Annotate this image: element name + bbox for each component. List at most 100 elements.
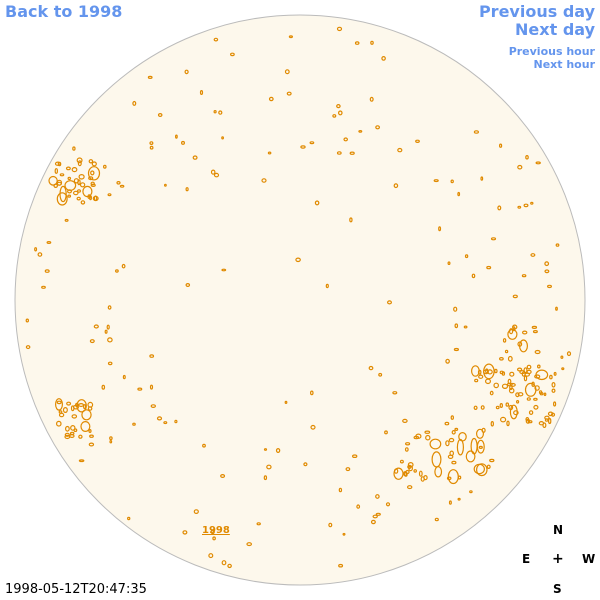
contour-mark (156, 416, 163, 421)
contour-mark (538, 421, 545, 426)
contour-mark (407, 462, 414, 468)
contour-mark (309, 141, 315, 145)
contour-mark (66, 401, 72, 406)
contour-mark (508, 387, 515, 394)
contour-mark (163, 183, 167, 187)
contour-mark (67, 176, 72, 181)
contour-mark (381, 56, 386, 61)
contour-mark (56, 192, 68, 206)
compass-west: W (582, 552, 596, 566)
contour-mark (450, 179, 454, 184)
contour-mark (79, 182, 86, 188)
contour-mark (448, 500, 452, 505)
contour-mark (372, 514, 378, 519)
contour-mark (519, 370, 526, 375)
contour-mark (402, 418, 408, 423)
contour-mark (338, 563, 344, 568)
contour-mark (509, 328, 514, 335)
year-link[interactable]: 1998 (202, 525, 230, 536)
contour-mark (46, 241, 52, 245)
contour-mark (116, 181, 121, 185)
contour-mark (90, 170, 95, 176)
contour-mark (76, 157, 83, 164)
contour-mark (345, 467, 351, 472)
contour-mark (504, 349, 509, 354)
contour-mark (505, 402, 510, 407)
contour-mark (77, 179, 81, 186)
contour-mark (555, 243, 560, 247)
contour-mark (157, 112, 163, 117)
contour-mark (174, 419, 178, 424)
contour-mark (71, 167, 78, 173)
contour-mark (517, 164, 523, 170)
contour-mark (25, 345, 31, 350)
contour-mark (122, 374, 126, 380)
previous-hour-link[interactable]: Previous hour (508, 45, 595, 58)
contour-mark (471, 365, 480, 377)
contour-mark (524, 382, 537, 397)
contour-mark (523, 203, 529, 208)
contour-mark (375, 125, 381, 130)
previous-day-link[interactable]: Previous day (478, 2, 595, 21)
contour-mark (534, 385, 540, 391)
contour-mark (450, 415, 454, 420)
contour-mark (132, 422, 136, 426)
contour-mark (525, 418, 531, 424)
contour-mark (533, 404, 539, 410)
contour-mark (566, 351, 572, 357)
contour-mark (531, 325, 538, 329)
contour-mark (509, 371, 515, 377)
contour-mark (328, 522, 333, 528)
contour-mark (418, 470, 423, 477)
contour-mark (356, 504, 361, 509)
contour-mark (132, 100, 137, 106)
contour-mark (126, 516, 131, 521)
contour-mark (77, 160, 82, 167)
contour-mark (499, 403, 503, 409)
contour-mark (44, 269, 50, 273)
contour-mark (534, 374, 541, 379)
contour-mark (358, 129, 363, 133)
contour-mark (104, 329, 108, 334)
next-hour-link[interactable]: Next hour (533, 58, 596, 71)
contour-mark (25, 318, 29, 323)
contour-mark (561, 367, 565, 371)
contour-mark (506, 382, 513, 387)
contour-mark (489, 458, 495, 463)
contour-mark (522, 330, 528, 335)
next-day-link[interactable]: Next day (515, 20, 595, 39)
contour-mark (87, 194, 92, 200)
contour-mark (544, 269, 550, 274)
contour-mark (534, 349, 541, 355)
contour-mark (199, 89, 204, 95)
contour-mark (454, 323, 459, 329)
contour-mark (182, 530, 188, 535)
back-to-year-link[interactable]: Back to 1998 (5, 2, 123, 21)
contour-mark (107, 337, 113, 343)
contour-mark (332, 114, 337, 118)
contour-mark (532, 330, 538, 334)
contour-mark (349, 217, 353, 223)
contour-mark (370, 519, 376, 525)
contour-mark (80, 421, 91, 433)
contour-mark (526, 369, 532, 375)
contour-mark (464, 254, 469, 259)
contour-mark (87, 166, 101, 181)
contour-mark (336, 151, 342, 155)
contour-mark (106, 324, 110, 330)
contour-mark (474, 378, 479, 383)
compass-north: N (553, 523, 564, 537)
contour-mark (174, 134, 178, 139)
contour-mark (538, 390, 543, 395)
contour-mark (415, 139, 420, 143)
contour-mark (495, 405, 500, 410)
contour-mark (528, 410, 534, 416)
contour-mark (512, 326, 516, 332)
contour-mark (227, 563, 232, 569)
contour-mark (107, 305, 112, 310)
contour-mark (59, 173, 65, 177)
contour-mark (486, 265, 492, 270)
contour-mark (90, 181, 95, 186)
contour-mark (64, 218, 69, 222)
contour-mark (392, 391, 398, 395)
